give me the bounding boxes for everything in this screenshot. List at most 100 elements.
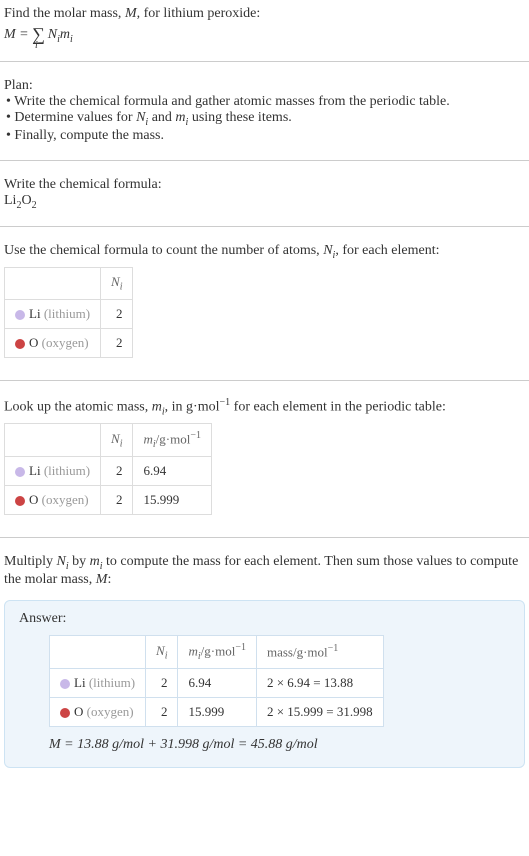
multiply-var: m: [90, 554, 100, 569]
multiply-section: Multiply Ni by mi to compute the mass fo…: [0, 548, 529, 594]
table-header-row: Ni: [5, 268, 133, 300]
formula-lhs: M: [4, 27, 16, 42]
element-name: (oxygen): [87, 704, 134, 719]
element-name: (lithium): [89, 675, 135, 690]
sigma-sub: i: [35, 40, 38, 51]
n-cell: 2: [146, 697, 178, 726]
element-dot-icon: [15, 310, 25, 320]
element-name: (oxygen): [42, 492, 89, 507]
element-symbol: Li: [29, 463, 41, 478]
element-dot-icon: [15, 467, 25, 477]
multiply-text: by: [69, 554, 90, 569]
multiply-text: :: [107, 572, 111, 587]
empty-header: [5, 268, 101, 300]
m-cell: 6.94: [178, 668, 256, 697]
intro-text: Find the molar mass,: [4, 6, 125, 21]
chem-formula: Li2O2: [4, 193, 525, 211]
intro-section: Find the molar mass, M, for lithium pero…: [0, 0, 529, 51]
divider: [0, 61, 529, 62]
multiply-var: N: [57, 554, 66, 569]
chem-sub: 2: [32, 199, 37, 210]
n-cell: 2: [101, 457, 133, 486]
final-formula: M = 13.88 g/mol + 31.998 g/mol = 45.88 g…: [49, 737, 510, 753]
mass-header: mass/g·mol−1: [256, 635, 383, 668]
element-cell: O (oxygen): [50, 697, 146, 726]
element-dot-icon: [15, 496, 25, 506]
mass-heading-var: m: [152, 399, 162, 414]
m-cell: 15.999: [178, 697, 256, 726]
divider: [0, 380, 529, 381]
plan-list: • Write the chemical formula and gather …: [6, 94, 525, 144]
empty-header: [50, 635, 146, 668]
chem-heading: Write the chemical formula:: [4, 177, 525, 193]
divider: [0, 226, 529, 227]
divider: [0, 160, 529, 161]
m-cell: 6.94: [133, 457, 211, 486]
table-row: Li (lithium) 2 6.94: [5, 457, 212, 486]
multiply-text: Multiply: [4, 554, 57, 569]
mass-heading-mid: , in g·mol: [165, 399, 220, 414]
count-section: Use the chemical formula to count the nu…: [0, 237, 529, 369]
element-cell: Li (lithium): [5, 457, 101, 486]
plan-section: Plan: • Write the chemical formula and g…: [0, 72, 529, 150]
element-cell: O (oxygen): [5, 328, 101, 357]
table-row: O (oxygen) 2: [5, 328, 133, 357]
plan-heading: Plan:: [4, 78, 525, 94]
table-row: O (oxygen) 2 15.999: [5, 486, 212, 515]
element-symbol: O: [29, 492, 38, 507]
element-symbol: Li: [74, 675, 86, 690]
m-header: mi/g·mol−1: [133, 424, 211, 457]
mass-table: Ni mi/g·mol−1 Li (lithium) 2 6.94 O (oxy…: [4, 423, 212, 515]
calc-cell: 2 × 6.94 = 13.88: [256, 668, 383, 697]
mass-heading: Look up the atomic mass, mi, in g·mol−1 …: [4, 397, 525, 417]
n-header: Ni: [146, 635, 178, 668]
element-symbol: O: [29, 335, 38, 350]
divider: [0, 537, 529, 538]
element-cell: O (oxygen): [5, 486, 101, 515]
element-symbol: O: [74, 704, 83, 719]
plan-item: • Determine values for Ni and mi using t…: [6, 110, 525, 128]
m-cell: 15.999: [133, 486, 211, 515]
table-row: O (oxygen) 2 15.999 2 × 15.999 = 31.998: [50, 697, 384, 726]
element-cell: Li (lithium): [5, 299, 101, 328]
plan-item: • Write the chemical formula and gather …: [6, 94, 525, 110]
mass-heading-pre: Look up the atomic mass,: [4, 399, 152, 414]
mass-heading-post: for each element in the periodic table:: [230, 399, 446, 414]
answer-box: Answer: Ni mi/g·mol−1 mass/g·mol−1 Li (l…: [4, 600, 525, 768]
intro-tail: , for lithium peroxide:: [137, 6, 261, 21]
n-cell: 2: [101, 299, 133, 328]
element-cell: Li (lithium): [50, 668, 146, 697]
empty-header: [5, 424, 101, 457]
table-row: Li (lithium) 2: [5, 299, 133, 328]
n-cell: 2: [101, 486, 133, 515]
calc-cell: 2 × 15.999 = 31.998: [256, 697, 383, 726]
element-name: (oxygen): [42, 335, 89, 350]
count-heading: Use the chemical formula to count the nu…: [4, 243, 525, 261]
answer-title: Answer:: [19, 611, 510, 627]
chem-li: Li: [4, 193, 16, 208]
n-cell: 2: [146, 668, 178, 697]
n-header: Ni: [101, 424, 133, 457]
m-header: mi/g·mol−1: [178, 635, 256, 668]
element-name: (lithium): [44, 306, 90, 321]
formula-m-sub: i: [70, 34, 73, 45]
count-table: Ni Li (lithium) 2 O (oxygen) 2: [4, 267, 133, 358]
molar-mass-formula: M = ∑iNimi: [4, 22, 525, 45]
table-row: Li (lithium) 2 6.94 2 × 6.94 = 13.88: [50, 668, 384, 697]
element-symbol: Li: [29, 306, 41, 321]
element-dot-icon: [60, 679, 70, 689]
formula-eq: =: [16, 27, 32, 42]
element-dot-icon: [15, 339, 25, 349]
multiply-var: M: [96, 572, 108, 587]
element-name: (lithium): [44, 463, 90, 478]
intro-line: Find the molar mass, M, for lithium pero…: [4, 6, 525, 22]
mass-heading-sup: −1: [220, 397, 231, 408]
answer-table: Ni mi/g·mol−1 mass/g·mol−1 Li (lithium) …: [49, 635, 384, 727]
mass-section: Look up the atomic mass, mi, in g·mol−1 …: [0, 391, 529, 527]
count-heading-var: N: [323, 243, 332, 258]
formula-n: N: [48, 27, 57, 42]
count-heading-pre: Use the chemical formula to count the nu…: [4, 243, 323, 258]
chem-formula-section: Write the chemical formula: Li2O2: [0, 171, 529, 217]
count-heading-post: , for each element:: [335, 243, 439, 258]
intro-var: M: [125, 6, 137, 21]
